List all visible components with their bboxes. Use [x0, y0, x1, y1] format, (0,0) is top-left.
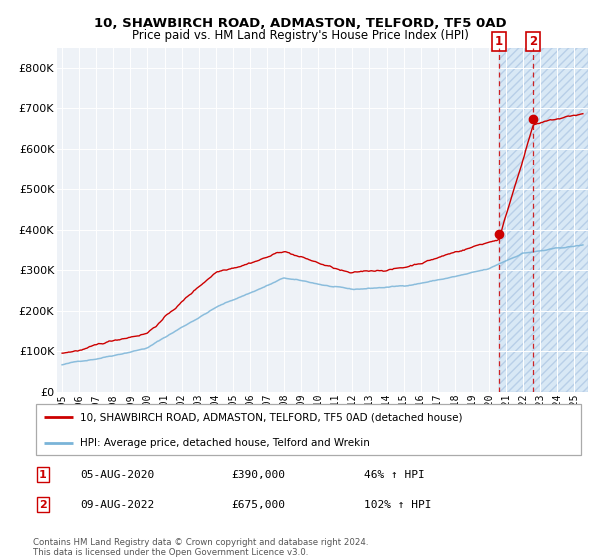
- Bar: [499, 48, 588, 392]
- Text: HPI: Average price, detached house, Telford and Wrekin: HPI: Average price, detached house, Telf…: [80, 437, 370, 447]
- Text: 102% ↑ HPI: 102% ↑ HPI: [364, 500, 432, 510]
- Bar: [499, 48, 588, 392]
- Text: 46% ↑ HPI: 46% ↑ HPI: [364, 470, 425, 480]
- Text: £675,000: £675,000: [232, 500, 286, 510]
- Text: £390,000: £390,000: [232, 470, 286, 480]
- Text: 2: 2: [529, 35, 537, 48]
- Text: Price paid vs. HM Land Registry's House Price Index (HPI): Price paid vs. HM Land Registry's House …: [131, 29, 469, 42]
- Text: 2: 2: [39, 500, 47, 510]
- Text: 1: 1: [39, 470, 47, 480]
- Text: Contains HM Land Registry data © Crown copyright and database right 2024.
This d: Contains HM Land Registry data © Crown c…: [33, 538, 368, 557]
- Text: 10, SHAWBIRCH ROAD, ADMASTON, TELFORD, TF5 0AD: 10, SHAWBIRCH ROAD, ADMASTON, TELFORD, T…: [94, 17, 506, 30]
- Text: 09-AUG-2022: 09-AUG-2022: [80, 500, 154, 510]
- Text: 05-AUG-2020: 05-AUG-2020: [80, 470, 154, 480]
- FancyBboxPatch shape: [36, 404, 581, 455]
- Text: 1: 1: [495, 35, 503, 48]
- Text: 10, SHAWBIRCH ROAD, ADMASTON, TELFORD, TF5 0AD (detached house): 10, SHAWBIRCH ROAD, ADMASTON, TELFORD, T…: [80, 412, 463, 422]
